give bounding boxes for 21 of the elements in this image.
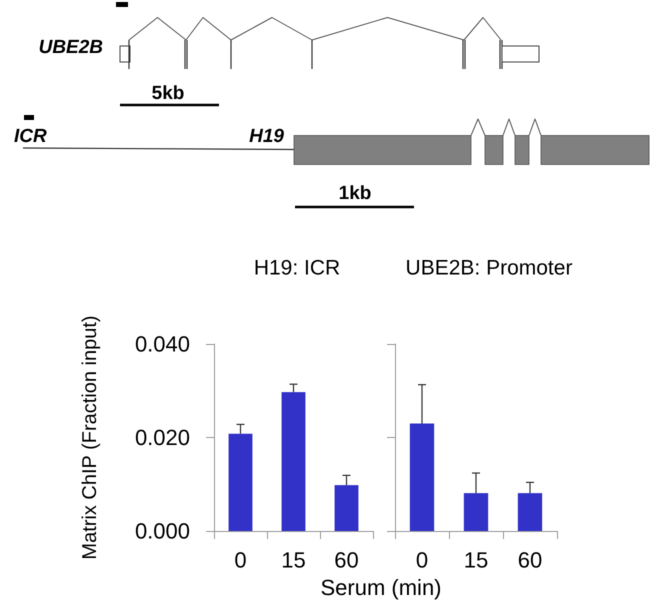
y-axis-title: Matrix ChIP (Fraction input)	[79, 315, 101, 560]
chart-title: H19: ICR	[254, 256, 340, 280]
text: H19	[249, 126, 284, 148]
x-tick-label: 60	[334, 548, 359, 572]
x-tick-label: 60	[518, 548, 542, 572]
bar	[228, 434, 252, 531]
y-tick-label: 0.020	[134, 425, 190, 450]
bar	[334, 485, 358, 531]
text: 5kb	[152, 83, 184, 104]
x-axis-title: Serum (min)	[320, 575, 442, 601]
text: 1kb	[338, 183, 372, 204]
x-tick-label: 0	[416, 548, 428, 572]
y-tick-label: 0.000	[134, 518, 190, 544]
y-tick-label: 0.040	[134, 332, 190, 356]
x-tick-label: 15	[281, 548, 306, 572]
bar	[282, 392, 306, 531]
x-tick-label: 15	[464, 548, 488, 572]
text: ICR	[14, 126, 47, 148]
text: UBE2B	[38, 37, 104, 58]
chart-title: UBE2B: Promoter	[406, 256, 572, 280]
x-tick-label: 0	[234, 548, 247, 572]
